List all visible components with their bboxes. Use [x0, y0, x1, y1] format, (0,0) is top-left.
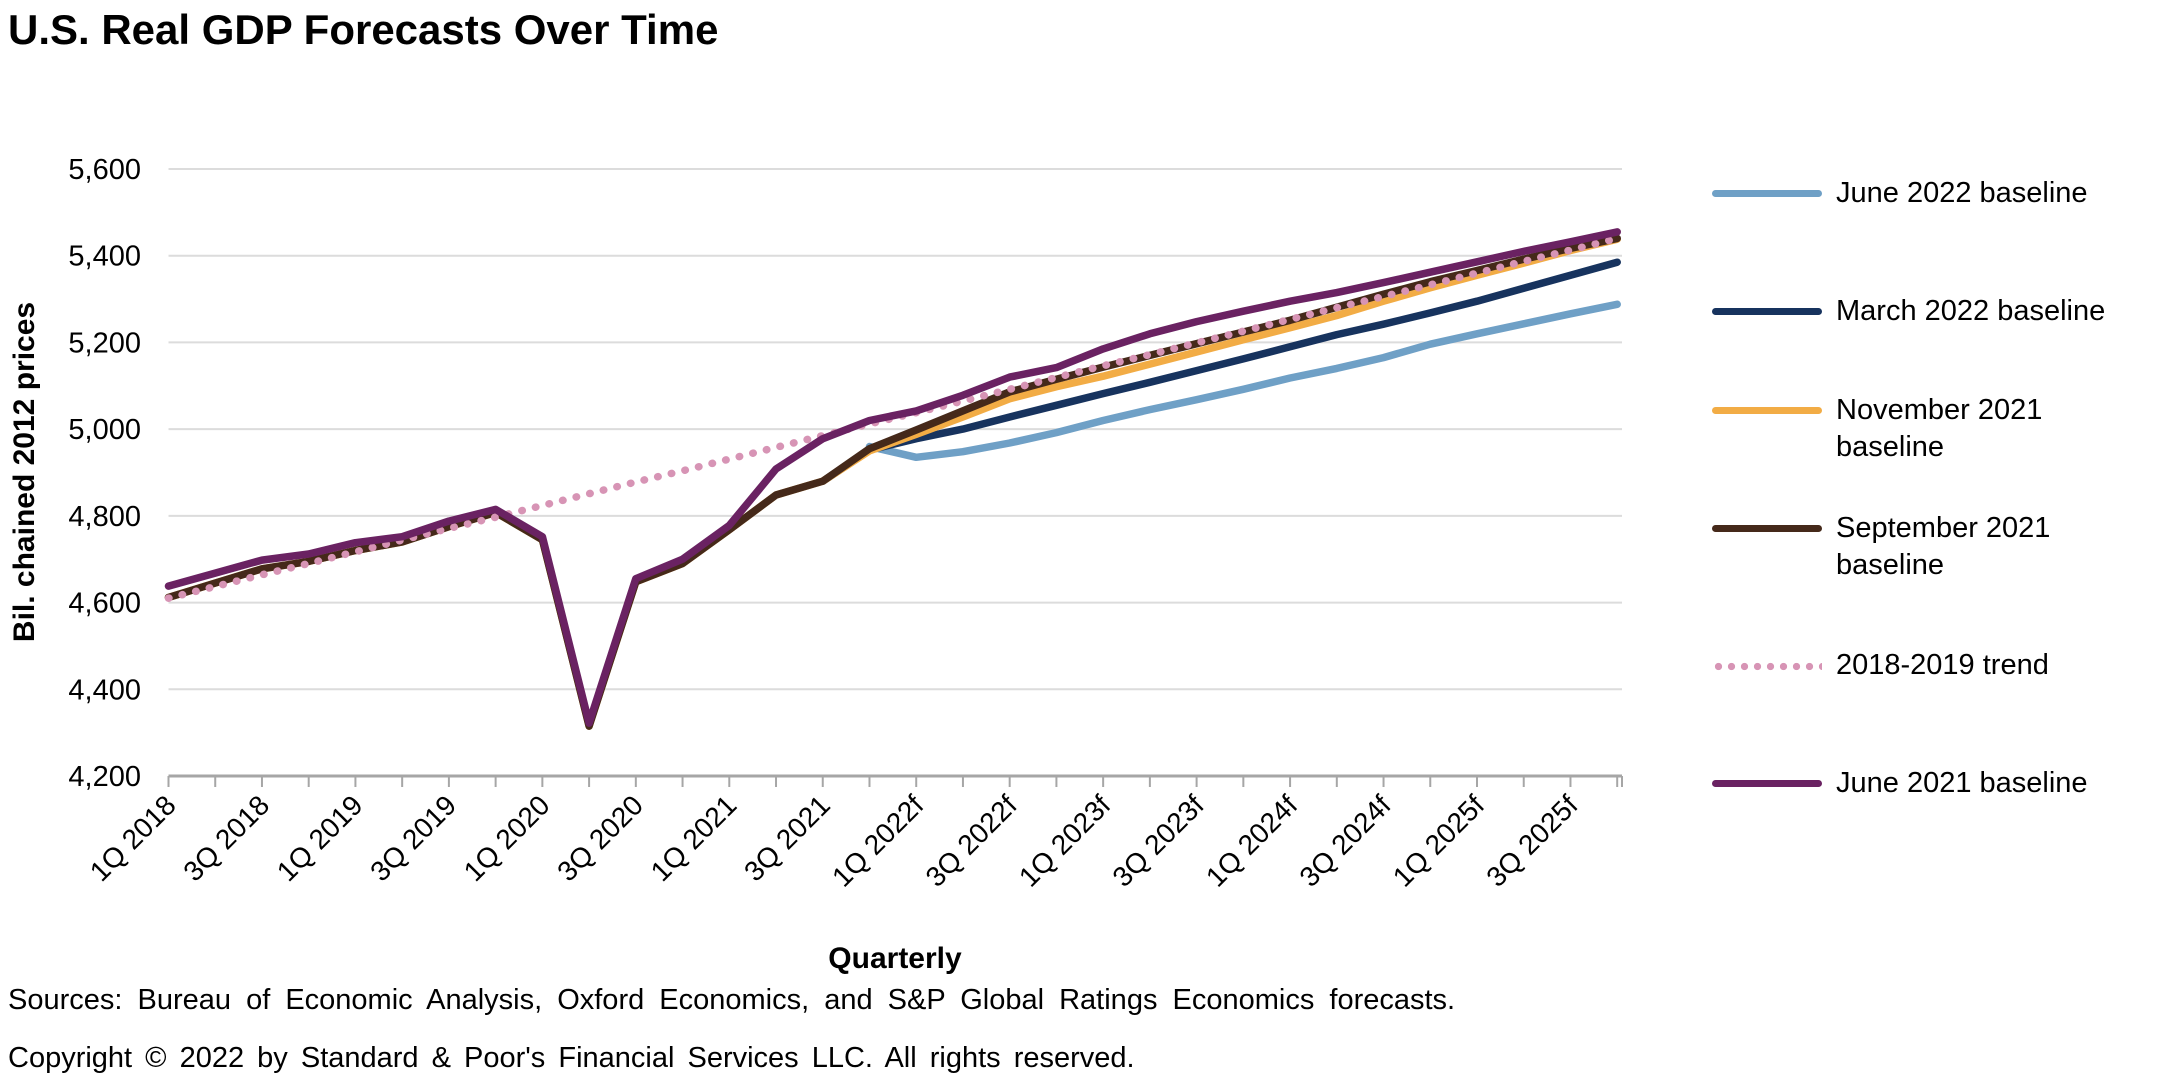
legend-item-november-2021-baseline: November 2021 baseline: [1712, 370, 2152, 488]
series-line-2018-2019-trend: [164, 234, 1621, 602]
x-tick-label: 1Q 2025f: [1387, 789, 1491, 893]
x-tick-label: 1Q 2021: [645, 789, 743, 887]
legend-item-june-2021-baseline: June 2021 baseline: [1712, 724, 2152, 842]
gdp-forecast-chart: 4,200 4,400 4,600 4,800 5,000 5,200 5,400 5,600…: [8, 154, 1623, 975]
legend-item-2018-2019-trend: 2018-2019 trend: [1712, 606, 2152, 724]
legend-item-june-2022-baseline: June 2022 baseline: [1712, 134, 2152, 252]
legend-label: 2018-2019 trend: [1836, 648, 2049, 681]
x-axis-title: Quarterly: [828, 942, 962, 975]
x-axis-group: [167, 774, 1623, 787]
sources-text: Sources: Bureau of Economic Analysis, Ox…: [8, 984, 1456, 1016]
x-tick-label: 1Q 2022f: [826, 789, 930, 893]
legend-label: September 2021 baseline: [1836, 512, 2051, 581]
y-tick-label: 4,600: [68, 588, 141, 620]
y-tick-label: 4,400: [68, 674, 141, 706]
x-tick-label: 3Q 2018: [177, 789, 275, 887]
y-tick-label: 5,600: [68, 154, 141, 186]
x-tick-label: 1Q 2024f: [1200, 789, 1304, 893]
copyright-text: Copyright © 2022 by Standard & Poor's Fi…: [8, 1042, 1135, 1074]
x-tick-label: 1Q 2023f: [1013, 789, 1117, 893]
gridlines-group: [168, 168, 1622, 691]
legend-item-september-2021-baseline: September 2021 baseline: [1712, 488, 2152, 606]
series-line-november-2021-baseline: [164, 235, 1621, 730]
x-tick-label: 3Q 2021: [738, 789, 836, 887]
legend-row: June 2022 baseline: [1712, 175, 2146, 212]
series-line-september-2021-baseline: [164, 234, 1621, 730]
x-tick-label: 3Q 2023f: [1106, 789, 1210, 893]
series-lines-group: [164, 228, 1621, 730]
legend-item-march-2022-baseline: March 2022 baseline: [1712, 252, 2152, 370]
y-tick-label: 5,000: [68, 414, 141, 446]
y-tick-label: 4,200: [68, 761, 141, 793]
y-axis-tick-labels: 4,200 4,400 4,600 4,800 5,000 5,200 5,400 5,600: [68, 154, 141, 793]
legend-row: September 2021 baseline: [1712, 510, 2146, 584]
legend-line-swatch: [1712, 189, 1822, 197]
x-tick-label: 3Q 2020: [551, 789, 649, 887]
x-tick-label: 3Q 2025f: [1480, 789, 1584, 893]
legend-label: June 2022 baseline: [1836, 176, 2088, 209]
series-line-march-2022-baseline: [819, 258, 1621, 485]
legend-row: June 2021 baseline: [1712, 765, 2146, 802]
legend-label: March 2022 baseline: [1836, 294, 2106, 327]
y-axis-title: Bil. chained 2012 prices: [8, 302, 41, 642]
legend-label: June 2021 baseline: [1836, 766, 2088, 799]
x-tick-label: 1Q 2019: [271, 789, 369, 887]
y-tick-label: 5,400: [68, 241, 141, 273]
x-tick-label: 1Q 2020: [458, 789, 556, 887]
series-line-june-2022-baseline: [865, 300, 1621, 462]
legend-label: November 2021 baseline: [1836, 394, 2043, 463]
x-tick-label: 1Q 2018: [84, 789, 182, 887]
x-tick-label: 3Q 2024f: [1293, 789, 1397, 893]
page-title: U.S. Real GDP Forecasts Over Time: [8, 6, 719, 53]
legend-dotted-line-swatch: [1712, 661, 1822, 671]
series-line-june-2021-baseline: [164, 228, 1621, 727]
chart-legend: June 2022 baseline March 2022 baseline Nov…: [1712, 134, 2152, 842]
legend-line-swatch: [1712, 407, 1822, 414]
x-tick-label: 3Q 2019: [364, 789, 462, 887]
legend-line-swatch: [1712, 307, 1822, 315]
legend-row: November 2021 baseline: [1712, 392, 2146, 466]
legend-row: March 2022 baseline: [1712, 293, 2146, 330]
y-tick-label: 4,800: [68, 501, 141, 533]
legend-line-swatch: [1712, 779, 1822, 787]
x-tick-label: 3Q 2022f: [920, 789, 1024, 893]
y-tick-label: 5,200: [68, 327, 141, 359]
legend-line-swatch: [1712, 525, 1822, 532]
legend-row: 2018-2019 trend: [1712, 647, 2146, 684]
